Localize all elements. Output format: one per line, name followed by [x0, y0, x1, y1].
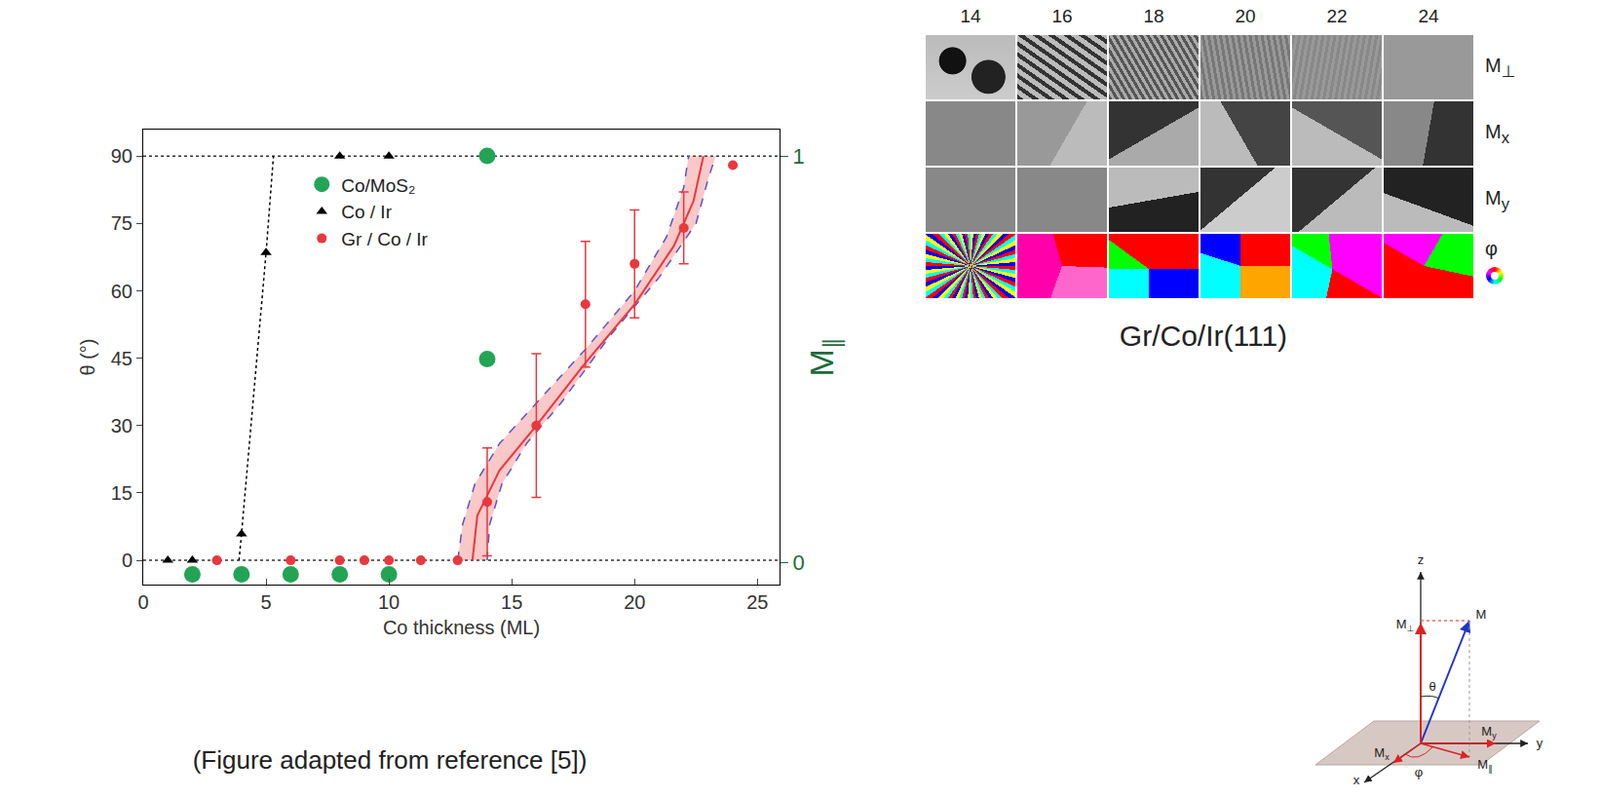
- svg-text:90: 90: [111, 145, 133, 167]
- svg-text:0: 0: [792, 550, 804, 575]
- svg-text:1: 1: [792, 144, 804, 169]
- svg-text:15: 15: [500, 591, 523, 613]
- html-text:24: 24: [1418, 5, 1439, 27]
- svg-text:Co / Ir: Co / Ir: [341, 201, 392, 223]
- svg-text:x: x: [1353, 772, 1361, 788]
- svg-text:z: z: [1417, 552, 1425, 568]
- svg-text:M∥: M∥: [1477, 757, 1492, 774]
- svg-text:20: 20: [623, 591, 646, 613]
- html-text:22: 22: [1326, 5, 1348, 27]
- svg-text:10: 10: [378, 591, 400, 613]
- svg-text:30: 30: [111, 415, 133, 437]
- svg-text:M​∥​: M​∥​: [802, 337, 846, 377]
- svg-text:Co/MoS₂: Co/MoS₂: [341, 175, 416, 196]
- svg-text:45: 45: [111, 347, 133, 370]
- html-text:20: 20: [1234, 5, 1256, 27]
- svg-text:My: My: [1481, 723, 1497, 741]
- svg-text:75: 75: [111, 212, 133, 234]
- svg-text:M: M: [1476, 607, 1487, 622]
- svg-text:0: 0: [121, 549, 133, 572]
- svg-text:0: 0: [137, 591, 149, 613]
- html-text:14: 14: [960, 5, 981, 27]
- html-text:(Figure adapted from reference: (Figure adapted from reference [5]): [192, 745, 587, 775]
- html-text:My: My: [1485, 187, 1510, 214]
- svg-text:Mx: Mx: [1373, 745, 1390, 762]
- svg-text:5: 5: [260, 591, 271, 613]
- svg-text:60: 60: [111, 280, 133, 303]
- svg-text:Gr / Co / Ir: Gr / Co / Ir: [341, 228, 428, 250]
- html-text:Gr/Co/Ir(111): Gr/Co/Ir(111): [1119, 319, 1288, 352]
- html-text:18: 18: [1143, 5, 1165, 27]
- html-text:Mx: Mx: [1485, 120, 1510, 148]
- svg-text:Co thickness (ML): Co thickness (ML): [382, 616, 540, 639]
- svg-text:15: 15: [111, 482, 133, 504]
- html-text:φ: φ: [1485, 237, 1498, 260]
- svg-text:φ: φ: [1414, 764, 1423, 780]
- svg-text:25: 25: [746, 591, 768, 613]
- html-text:16: 16: [1051, 5, 1073, 27]
- svg-text:θ: θ: [1428, 679, 1436, 694]
- svg-text:M⊥: M⊥: [1396, 616, 1415, 634]
- svg-text:y: y: [1536, 735, 1544, 751]
- svg-text:θ (°): θ (°): [76, 339, 99, 377]
- html-text:M⊥: M⊥: [1485, 54, 1516, 81]
